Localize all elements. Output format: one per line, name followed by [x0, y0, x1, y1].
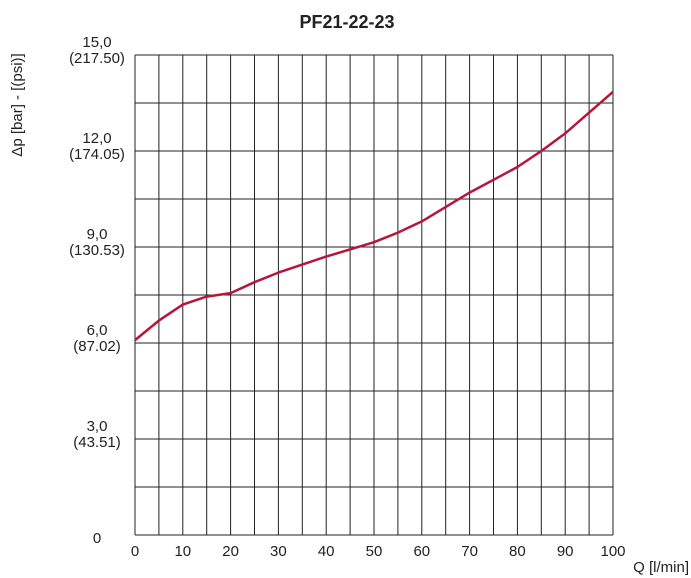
x-tick-label: 70: [461, 543, 478, 560]
x-tick-label: 30: [270, 543, 287, 560]
x-tick-label: 40: [318, 543, 335, 560]
y-tick-label: 12,0: [82, 130, 111, 147]
y-tick-label: 3,0: [87, 418, 108, 435]
y-tick-label: 9,0: [87, 226, 108, 243]
y2-tick-label: (43.51): [73, 434, 121, 451]
y-axis-label: Δp [bar] - [(psi)]: [9, 53, 26, 156]
x-tick-label: 50: [366, 543, 383, 560]
x-axis-label: Q [l/min]: [633, 559, 689, 576]
y2-tick-label: (87.02): [73, 338, 121, 355]
data-line: [134, 90, 614, 342]
x-tick-label: 20: [222, 543, 239, 560]
x-tick-label: 100: [600, 543, 625, 560]
x-tick-label: 90: [557, 543, 574, 560]
y-tick-label: 6,0: [87, 322, 108, 339]
x-tick-label: 10: [174, 543, 191, 560]
y2-tick-label: (217.50): [69, 50, 125, 67]
x-tick-label: 60: [413, 543, 430, 560]
x-tick-label: 80: [509, 543, 526, 560]
y-tick-label: 0: [93, 530, 101, 547]
y2-tick-label: (174.05): [69, 146, 125, 163]
y2-tick-label: (130.53): [69, 242, 125, 259]
chart-title: PF21-22-23: [299, 12, 394, 32]
y-tick-label: 15,0: [82, 34, 111, 51]
x-tick-label: 0: [131, 543, 139, 560]
